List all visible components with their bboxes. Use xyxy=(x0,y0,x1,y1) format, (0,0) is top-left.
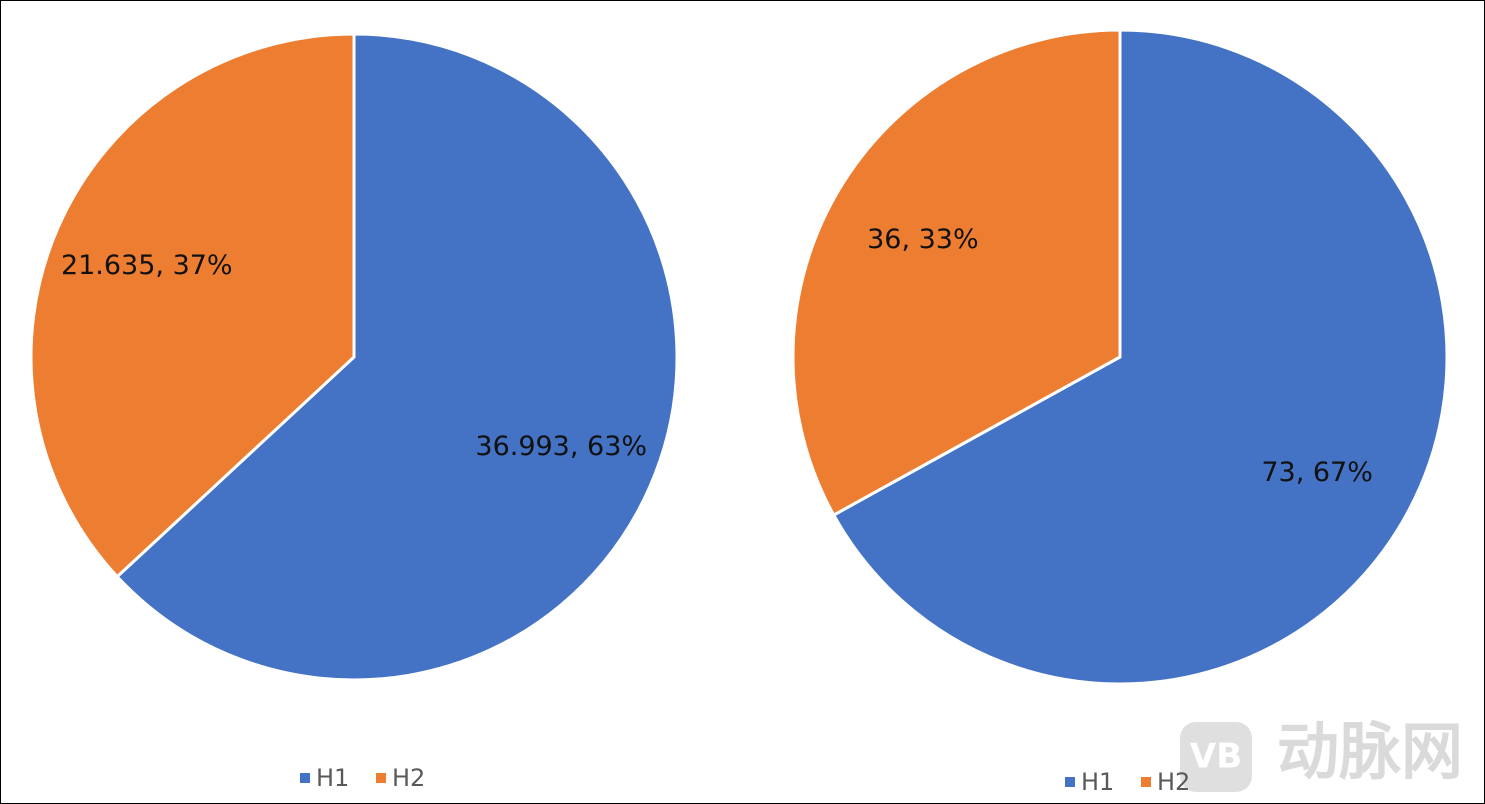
legend-swatch xyxy=(300,773,310,783)
data-label: 21.635, 37% xyxy=(61,250,233,281)
watermark: VB 动脉网 xyxy=(1180,715,1463,792)
pie-slice xyxy=(831,28,1449,686)
pie-slice xyxy=(791,28,1122,518)
watermark-logo-text: VB xyxy=(1190,737,1242,777)
data-label: 73, 67% xyxy=(1261,457,1373,488)
legend-swatch xyxy=(1141,777,1151,787)
data-label: 36.993, 63% xyxy=(475,431,647,462)
watermark-text: 动脉网 xyxy=(1277,715,1463,788)
legend-label: H1 xyxy=(1081,768,1114,796)
legend-label: H2 xyxy=(392,764,425,792)
legend-swatch xyxy=(1065,777,1075,787)
pie-slice xyxy=(29,32,356,579)
legend-label: H1 xyxy=(316,764,349,792)
pie-slice xyxy=(115,32,679,682)
legend-label: H2 xyxy=(1157,768,1190,796)
legend-swatch xyxy=(376,773,386,783)
data-label: 36, 33% xyxy=(867,224,979,255)
watermark-logo xyxy=(1180,722,1252,792)
